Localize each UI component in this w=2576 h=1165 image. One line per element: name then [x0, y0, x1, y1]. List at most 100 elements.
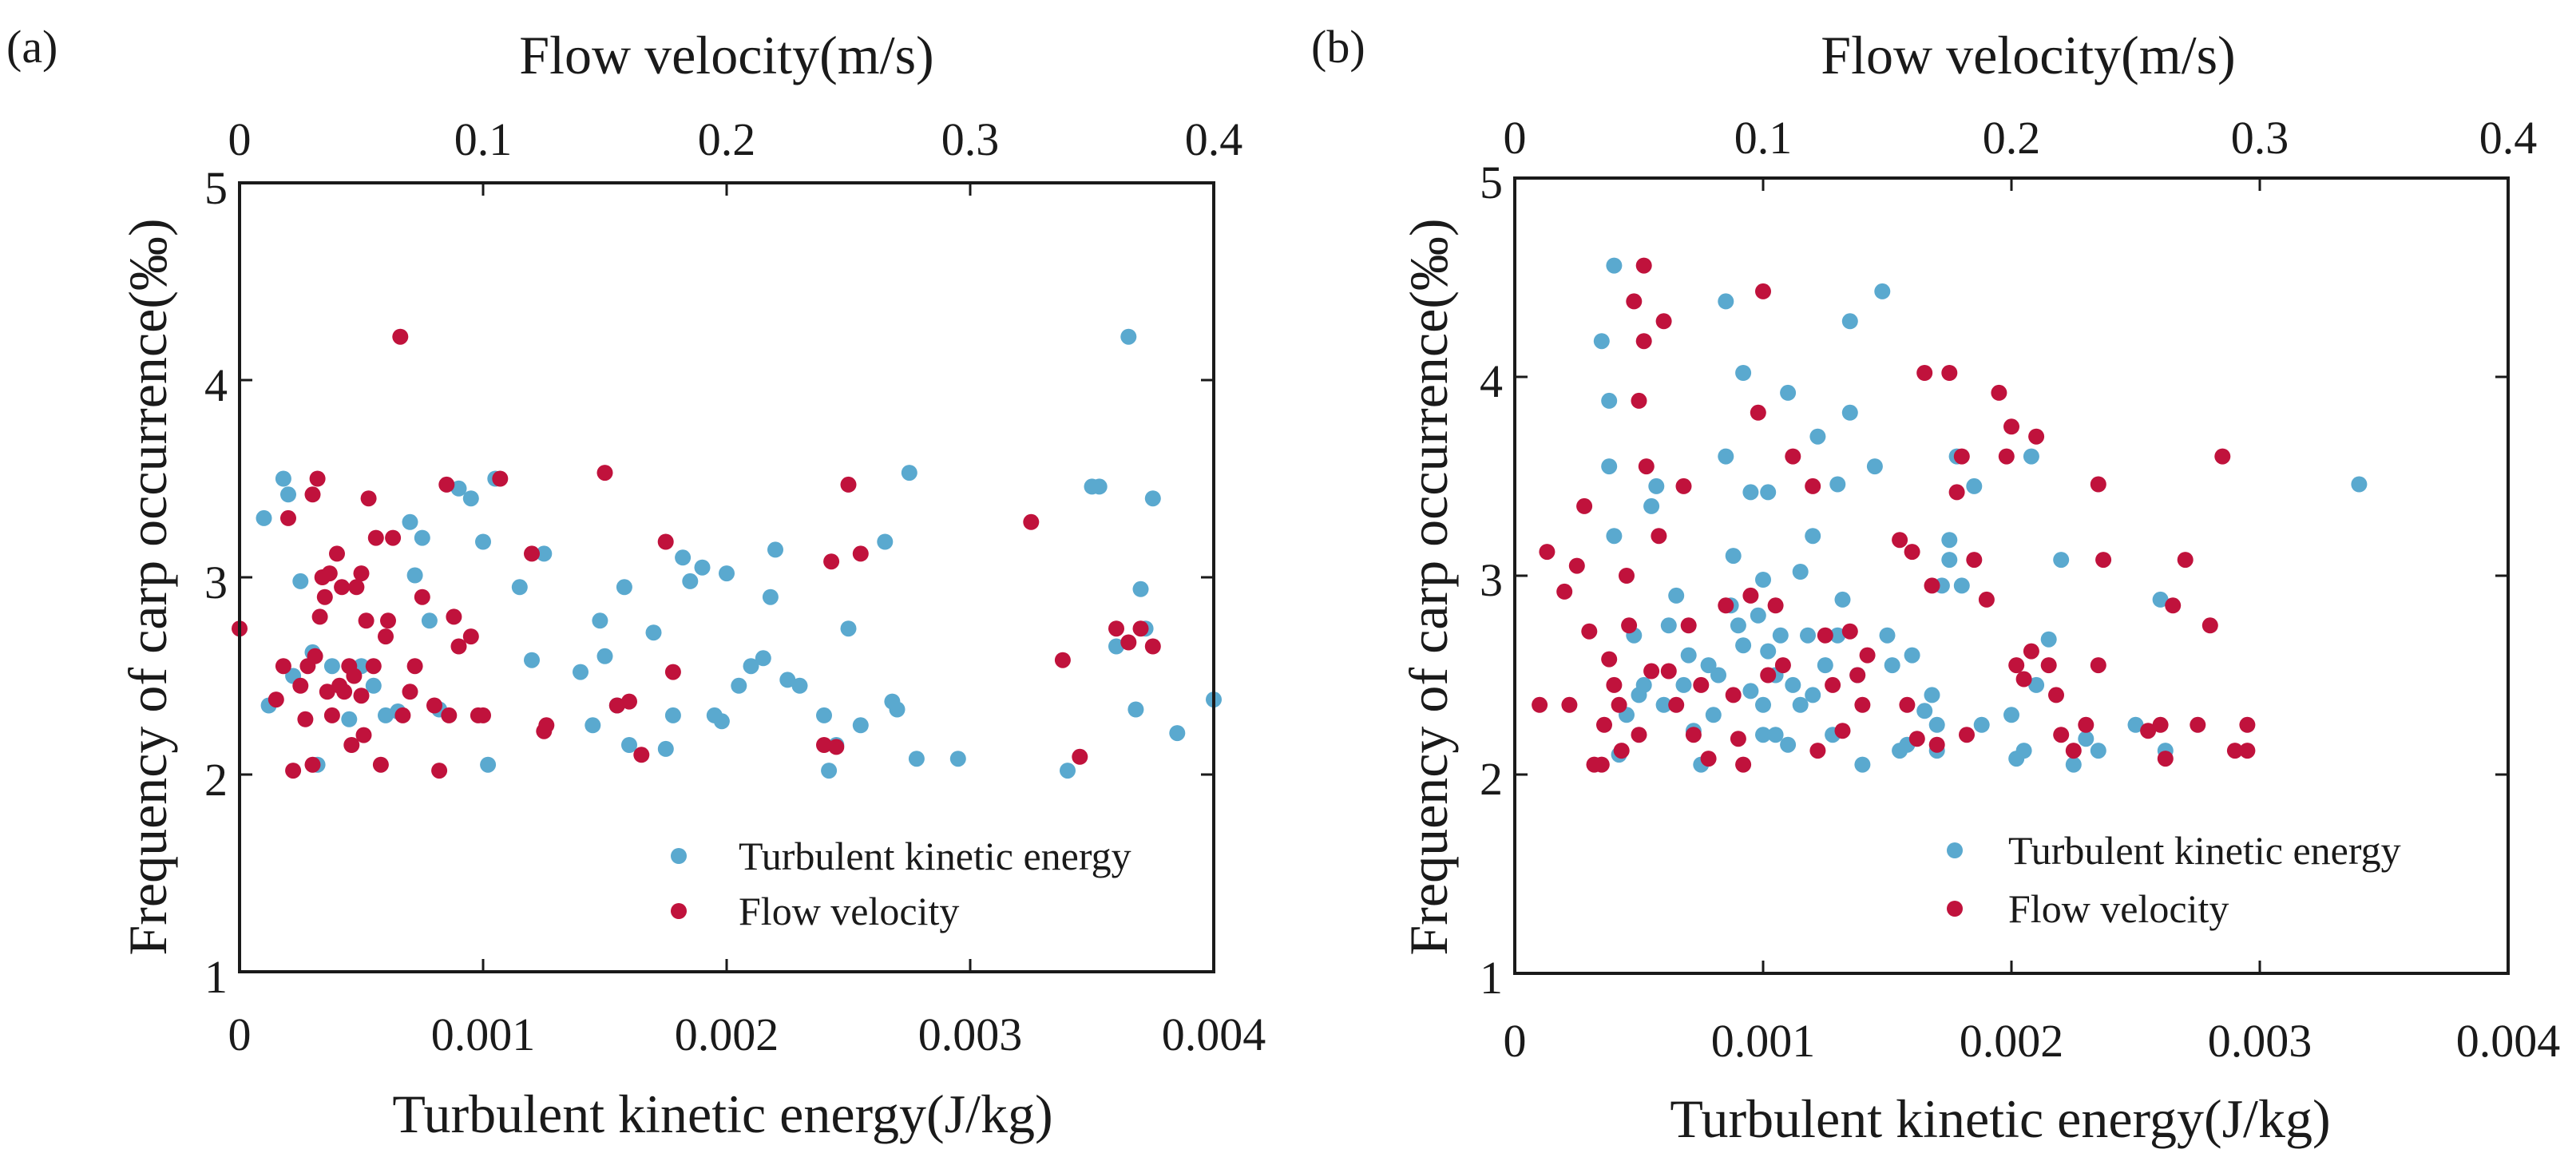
velocity-data-point: [2226, 743, 2243, 759]
velocity-data-point: [1675, 477, 1692, 494]
tke-data-point: [1750, 607, 1766, 624]
tke-data-point: [524, 652, 540, 668]
tke-data-point: [1735, 365, 1752, 381]
tke-data-point: [1718, 448, 1734, 465]
tke-data-point: [2015, 743, 2032, 759]
tke-data-point: [1800, 627, 1816, 644]
velocity-data-point: [1626, 293, 1643, 310]
velocity-data-point: [1809, 743, 1826, 759]
velocity-data-point: [1643, 663, 1660, 680]
velocity-data-point: [2157, 751, 2174, 767]
y-tick-label: 4: [1480, 355, 1503, 407]
velocity-data-point: [2065, 743, 2082, 759]
velocity-data-point: [394, 707, 411, 723]
velocity-data-point: [1655, 313, 1672, 330]
tke-data-point: [1655, 696, 1672, 713]
tke-data-point: [1735, 637, 1752, 654]
tke-data-point: [949, 751, 966, 767]
velocity-data-point: [1742, 587, 1759, 604]
velocity-data-point: [372, 756, 389, 773]
tke-data-point: [1817, 657, 1833, 674]
tke-data-point: [1710, 667, 1726, 684]
velocity-data-point: [334, 579, 351, 596]
velocity-data-point: [1916, 365, 1933, 381]
velocity-data-point: [2152, 716, 2169, 733]
velocity-data-point: [2201, 617, 2218, 634]
velocity-data-point: [309, 470, 326, 487]
panel-label: (b): [1311, 21, 1365, 73]
velocity-data-point: [343, 737, 360, 753]
y-tick-label: 2: [204, 754, 228, 806]
legend-item: Flow velocity: [671, 889, 959, 933]
velocity-data-point: [524, 545, 540, 562]
velocity-data-point: [621, 693, 637, 710]
tke-data-point: [511, 579, 528, 596]
legend: Turbulent kinetic energy Flow velocity: [671, 834, 1131, 933]
tke-data-point: [2028, 676, 2045, 693]
tke-data-point: [280, 486, 296, 503]
tke-data-point: [821, 763, 838, 779]
scatter-points: [1532, 257, 2368, 773]
tke-data-point: [421, 612, 438, 629]
tke-data-point: [323, 658, 340, 675]
velocity-data-point: [840, 476, 857, 493]
velocity-data-point: [431, 763, 448, 779]
velocity-data-point: [1928, 736, 1945, 753]
legend-marker: [1947, 842, 1963, 858]
velocity-data-point: [1631, 392, 1647, 409]
tke-data-point: [1772, 627, 1789, 644]
velocity-data-point: [1805, 477, 1821, 494]
top-axis-title: Flow velocity(m/s): [1821, 25, 2235, 85]
velocity-data-point: [1735, 756, 1752, 773]
top-tick-label: 0.4: [1185, 113, 1243, 165]
tke-data-point: [1829, 627, 1846, 644]
velocity-data-point: [633, 747, 650, 763]
velocity-data-point: [1750, 404, 1766, 421]
tke-data-point: [1132, 581, 1149, 597]
tke-data-point: [341, 711, 358, 727]
tke-data-point: [1730, 617, 1746, 634]
velocity-data-point: [1718, 597, 1734, 614]
tke-data-point: [1809, 428, 1826, 445]
velocity-data-point: [1054, 652, 1071, 668]
velocity-data-point: [1767, 597, 1784, 614]
velocity-data-point: [1700, 751, 1717, 767]
tke-data-point: [1834, 591, 1851, 608]
velocity-data-point: [353, 565, 370, 582]
velocity-data-point: [1539, 544, 1556, 561]
velocity-data-point: [492, 470, 509, 487]
velocity-data-point: [285, 763, 302, 779]
tke-data-point: [1091, 478, 1108, 495]
velocity-data-point: [336, 684, 353, 700]
velocity-data-point: [1561, 696, 1578, 713]
tke-data-point: [889, 701, 906, 718]
top-axis-title: Flow velocity(m/s): [519, 25, 933, 85]
tke-data-point: [908, 751, 925, 767]
tke-data-point: [378, 707, 394, 723]
tke-data-point: [1127, 701, 1144, 718]
tke-data-point: [1144, 490, 1161, 507]
tke-data-point: [675, 549, 692, 566]
velocity-data-point: [2095, 552, 2112, 569]
velocity-data-point: [596, 465, 613, 481]
velocity-data-point: [1132, 620, 1149, 637]
velocity-data-point: [1619, 568, 1635, 584]
panel-label: (a): [6, 21, 57, 73]
velocity-data-point: [406, 658, 423, 675]
tke-data-point: [1725, 548, 1742, 565]
tke-data-point: [645, 624, 662, 641]
tke-data-point: [616, 579, 632, 596]
tke-data-point: [1675, 676, 1692, 693]
top-tick-labels: 0 0.1 0.2 0.3 0.4: [1504, 112, 2538, 164]
legend-marker: [671, 903, 687, 919]
tke-data-point: [414, 529, 430, 546]
tke-data-point: [1700, 657, 1717, 674]
velocity-data-point: [1825, 676, 1841, 693]
velocity-data-point: [2048, 687, 2064, 703]
velocity-data-point: [1631, 727, 1647, 743]
tke-data-point: [1680, 647, 1697, 664]
velocity-data-point: [1668, 696, 1685, 713]
tke-data-point: [592, 612, 608, 629]
tke-data-point: [1928, 716, 1945, 733]
tke-data-point: [1953, 577, 1970, 594]
